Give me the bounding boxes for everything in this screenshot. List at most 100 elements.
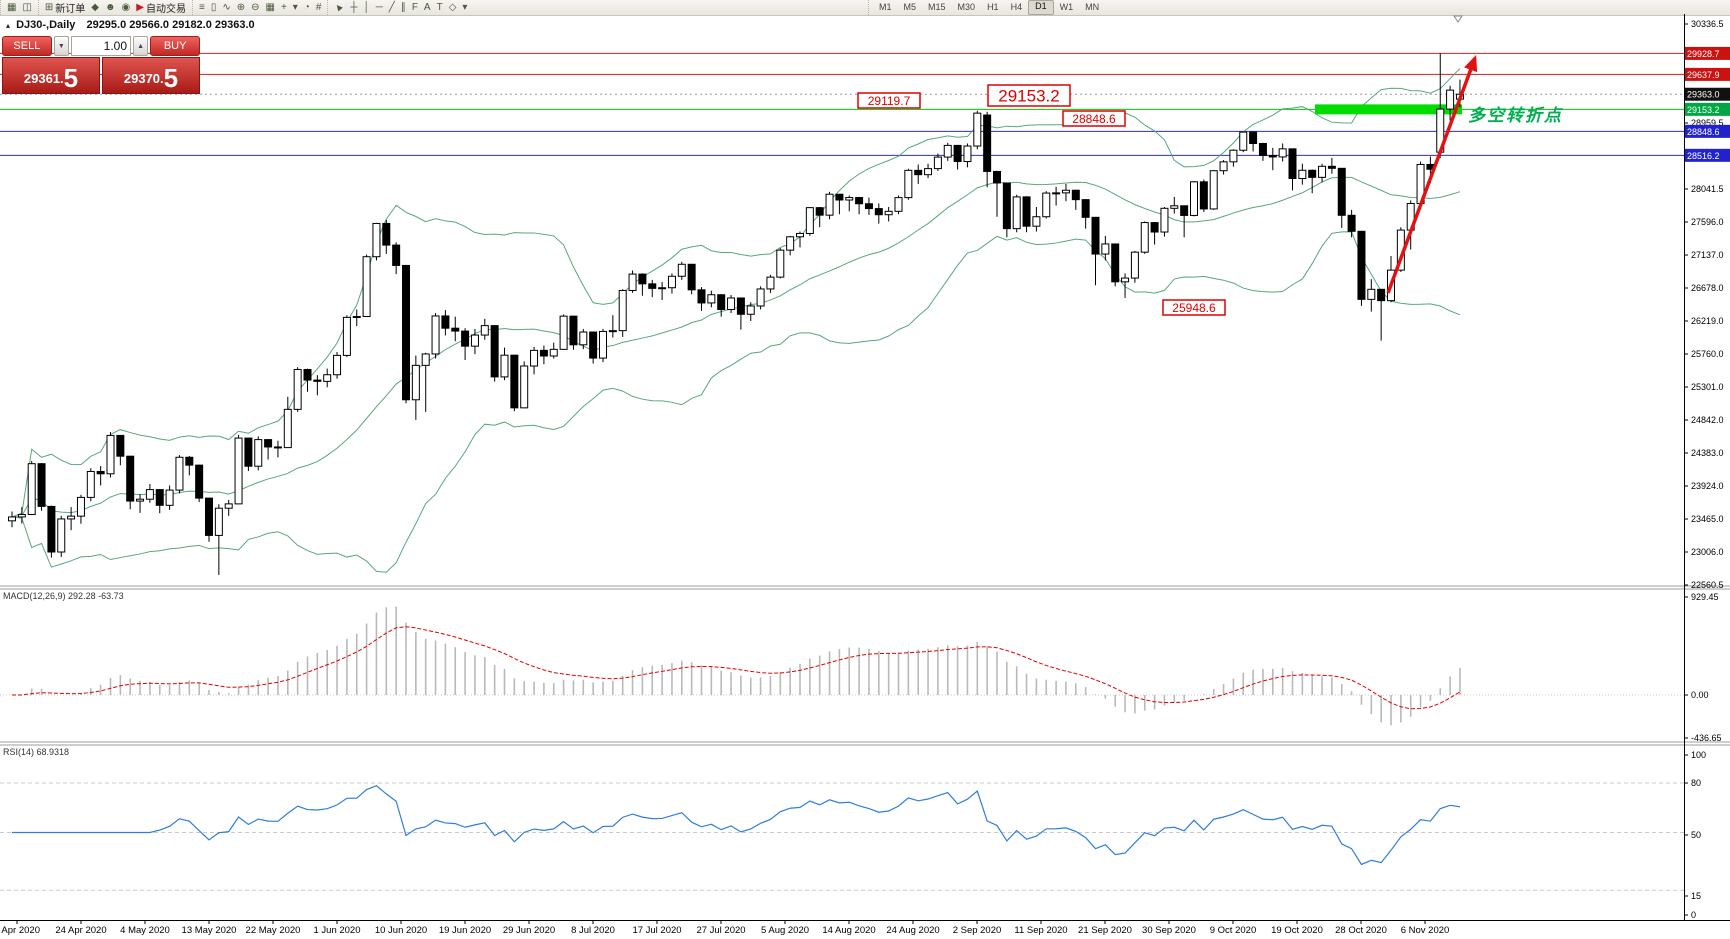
candle-body: [303, 368, 312, 381]
rsi-axis-label: 80: [1691, 778, 1701, 788]
shapes-icon[interactable]: ◇: [448, 2, 457, 13]
text-icon[interactable]: A: [423, 2, 431, 13]
period-icon[interactable]: ◔: [303, 2, 310, 13]
toolbar-group: ≡ ▯ ∿ ⊕ ⊖ ▦ + ▾ ◔ #: [191, 0, 327, 15]
channel-icon[interactable]: ∥: [400, 2, 406, 13]
candle-body: [1446, 89, 1455, 110]
chart-window-icon[interactable]: ▦: [7, 2, 17, 13]
time-axis-label: 2 Sep 2020: [953, 925, 1002, 936]
time-axis-label: 29 Jun 2020: [503, 925, 555, 936]
price-axis-tick-label: 23006.0: [1691, 547, 1724, 557]
candle-body: [392, 244, 401, 266]
time-axis-label: 28 Oct 2020: [1335, 925, 1387, 936]
pivot-highlight-bar: [1315, 104, 1462, 115]
candle-body: [924, 168, 933, 176]
timeframe-button-M1[interactable]: M1: [879, 2, 892, 12]
hline-icon[interactable]: ─: [375, 2, 383, 13]
candle-body: [293, 368, 302, 410]
candle-body: [421, 353, 430, 366]
candle-body: [845, 197, 854, 201]
price-level-label-box: [1685, 148, 1730, 162]
macd-axis-label: 929.45: [1691, 592, 1719, 602]
new-order-icon[interactable]: ⊞ 新订单: [44, 2, 86, 15]
timeframe-button-M30[interactable]: M30: [957, 2, 976, 12]
deposit-icon[interactable]: ◆: [91, 2, 99, 13]
candle-body: [1298, 169, 1307, 180]
support-icon[interactable]: ☻: [105, 2, 116, 13]
timeframe-button-H4[interactable]: H4: [1010, 2, 1023, 12]
main-chart-panel: [0, 52, 1684, 575]
candle-body: [589, 331, 598, 359]
vline-icon[interactable]: │: [363, 2, 370, 13]
time-axis-label: 21 Sep 2020: [1078, 925, 1132, 936]
timeframe-button-D1[interactable]: D1: [1028, 0, 1054, 15]
candle-body: [362, 256, 371, 318]
fibonacci-icon[interactable]: F: [411, 2, 418, 13]
candle-body: [480, 325, 489, 336]
volume-increase-button[interactable]: ▲: [133, 36, 149, 56]
timeframe-button-MN[interactable]: MN: [1085, 2, 1100, 12]
line-chart-icon[interactable]: ∿: [222, 2, 231, 13]
trendline-icon[interactable]: ╱: [388, 2, 395, 13]
candle-body: [244, 437, 253, 467]
candle-body: [1249, 131, 1258, 145]
volume-decrease-button[interactable]: ▼: [53, 36, 69, 56]
time-axis-label: 14 Aug 2020: [822, 925, 875, 936]
time-axis-label: 22 May 2020: [246, 925, 301, 936]
sell-price-panel[interactable]: 29361. 5: [2, 57, 100, 94]
candle-body: [884, 210, 893, 216]
price-axis-tick-label: 24383.0: [1691, 448, 1724, 458]
chart-shift-marker-icon: [1453, 15, 1463, 23]
bollinger-line: [11, 231, 1461, 573]
shapes-dropdown-icon[interactable]: ▾: [462, 2, 468, 13]
candle-body: [973, 112, 982, 147]
zoom-window-icon[interactable]: ◫: [22, 2, 32, 13]
crosshair-icon[interactable]: ┼: [350, 2, 358, 13]
tile-windows-icon[interactable]: ▦: [265, 2, 275, 13]
timeframe-button-W1[interactable]: W1: [1059, 2, 1074, 12]
toolbar-group: ▦ ◫: [0, 0, 38, 15]
indicator-dropdown-icon[interactable]: ▾: [292, 2, 298, 13]
zoom-in-icon[interactable]: ⊕: [236, 2, 246, 13]
candle-body: [855, 197, 864, 205]
annotation-box: [1062, 110, 1126, 127]
timeframe-button-H1[interactable]: H1: [987, 2, 999, 12]
candle-body: [746, 305, 755, 315]
price-axis-tick-label: 26219.0: [1691, 316, 1724, 326]
grid-icon[interactable]: #: [315, 2, 322, 13]
buy-price-panel[interactable]: 29370. 5: [102, 57, 200, 94]
candle-body: [1121, 277, 1130, 283]
candle-body: [47, 505, 56, 553]
candle-body: [1170, 205, 1179, 209]
price-axis-tick-label: 25301.0: [1691, 382, 1724, 392]
timeframe-button-M5[interactable]: M5: [903, 2, 917, 12]
candle-body: [264, 439, 273, 448]
sell-button[interactable]: SELL: [2, 36, 52, 56]
text-label-icon[interactable]: T: [436, 2, 443, 13]
candle-body: [205, 497, 213, 536]
candle-body: [323, 374, 332, 382]
candle-body: [1071, 189, 1080, 201]
candle-chart-icon[interactable]: ▯: [210, 2, 217, 13]
candle-body: [500, 354, 509, 378]
time-axis-label: 9 Oct 2020: [1210, 925, 1256, 936]
macd-panel: [0, 606, 1684, 726]
candle-body: [1150, 222, 1159, 233]
timeframe-bar: M1 M5 M15 M30 H1 H4 D1 W1 MN: [868, 0, 1105, 15]
timeframe-button-M15[interactable]: M15: [928, 2, 946, 12]
macd-signal-line: [11, 626, 1461, 710]
indicators-icon[interactable]: +: [280, 2, 287, 13]
autotrading-icon[interactable]: ▶ 自动交易: [136, 2, 186, 15]
market-news-icon[interactable]: ◉: [121, 2, 131, 13]
candle-body: [342, 316, 351, 356]
zoom-out-icon[interactable]: ⊖: [251, 2, 260, 13]
time-axis-label: 11 Sep 2020: [1014, 925, 1067, 936]
buy-button[interactable]: BUY: [150, 36, 200, 56]
volume-input[interactable]: [71, 36, 131, 56]
oneclick-toggle-icon[interactable]: ▴: [6, 21, 11, 30]
candle-body: [1327, 165, 1336, 169]
candle-body: [953, 144, 962, 163]
bar-chart-icon[interactable]: ≡: [198, 2, 205, 13]
